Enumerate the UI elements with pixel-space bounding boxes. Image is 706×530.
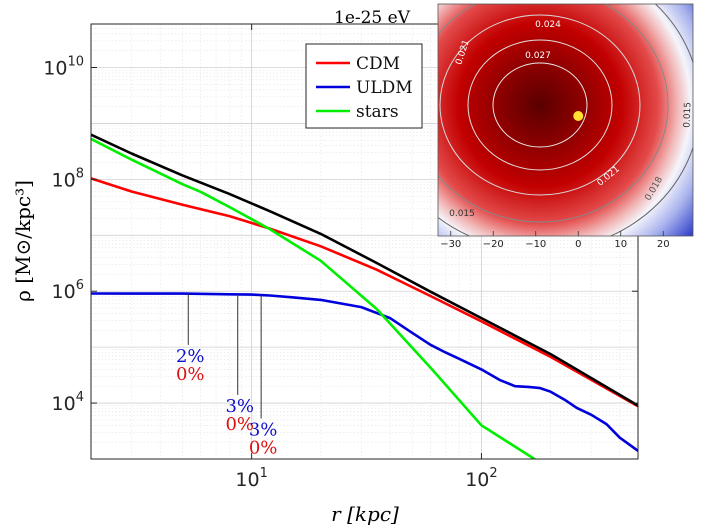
y-tick-label: 104 — [52, 390, 84, 415]
legend-label-stars: stars — [356, 102, 399, 122]
inset-tick-label: −20 — [483, 239, 504, 250]
contour-label: 0.027 — [525, 51, 551, 61]
y-axis-label: ρ [M⊙/kpc³] — [11, 180, 35, 302]
inset-tick-label: 10 — [614, 239, 627, 250]
contour-ring — [467, 39, 613, 171]
series-line-total — [91, 133, 638, 407]
inset-x-ticks: −30 −20 −10 0 10 20 — [440, 231, 670, 250]
series-line-cdm — [91, 177, 638, 408]
legend-label-uldm: ULDM — [356, 78, 413, 98]
annotation-cdm-percent: 0% — [225, 414, 254, 435]
x-axis-label: r [kpc] — [331, 502, 399, 526]
y-axis-ticks: 104 106 108 1010 — [43, 55, 638, 415]
annotation-cdm-percent: 0% — [249, 437, 278, 458]
annotations: 2%0%3%0%3%0% — [176, 293, 278, 458]
annotation-uldm-percent: 2% — [176, 346, 205, 367]
series-lines — [91, 133, 638, 459]
x-tick-label: 101 — [235, 466, 267, 491]
inset-tick-label: −30 — [440, 239, 461, 250]
x-axis-ticks: 101 102 — [235, 24, 498, 491]
y-tick-label: 106 — [52, 278, 84, 303]
annotation-uldm-percent: 3% — [225, 396, 254, 417]
contour-ring — [439, 14, 641, 196]
inset-title: 1e-25 eV — [334, 8, 411, 28]
inset-tick-label: 20 — [657, 239, 670, 250]
contour-label: 0.015 — [683, 102, 694, 128]
contour-ring — [492, 62, 588, 148]
contour-label: 0.024 — [535, 20, 561, 30]
annotation-cdm-percent: 0% — [176, 364, 205, 385]
contour-label: 0.015 — [449, 209, 475, 219]
y-tick-label: 108 — [52, 166, 84, 191]
x-tick-label: 102 — [465, 466, 497, 491]
series-line-uldm — [91, 292, 638, 453]
series-line-stars — [91, 137, 536, 459]
legend: CDM ULDM stars — [305, 43, 423, 129]
plot-frame — [90, 23, 639, 460]
inset-tick-label: 0 — [575, 239, 581, 250]
legend-label-cdm: CDM — [356, 54, 400, 74]
annotation-uldm-percent: 3% — [249, 419, 278, 440]
y-tick-label: 1010 — [43, 55, 84, 80]
inset-frame — [437, 3, 694, 237]
heatmap-field — [438, 4, 693, 236]
contour-ring — [438, 4, 669, 223]
inset-marker — [573, 111, 584, 121]
inset-tick-label: −10 — [525, 239, 546, 250]
